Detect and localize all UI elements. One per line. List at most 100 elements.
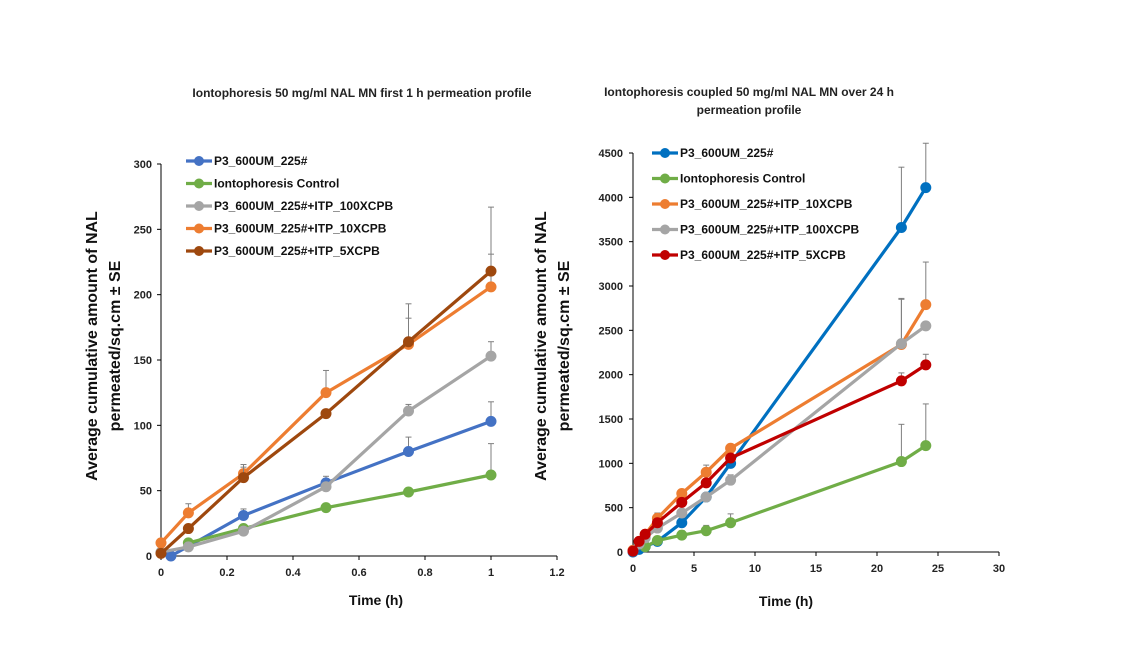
chart-title-line-2: permeation profile <box>697 103 802 117</box>
data-point <box>639 528 651 540</box>
legend-swatch-marker <box>660 250 670 260</box>
data-point <box>182 507 194 519</box>
y-tick-label: 250 <box>134 224 152 236</box>
legend-swatch-marker <box>194 223 204 234</box>
x-tick-label: 0 <box>158 567 164 579</box>
data-point <box>895 375 907 387</box>
legend-label: Iontophoresis Control <box>680 172 805 186</box>
data-point <box>485 281 497 293</box>
y-axis-label-line-1: Average cumulative amount of NAL <box>84 211 101 481</box>
y-tick-label: 200 <box>134 290 152 302</box>
y-tick-label: 2000 <box>599 370 623 382</box>
data-point <box>155 547 167 559</box>
data-point <box>920 299 932 311</box>
data-point <box>700 525 712 537</box>
legend: P3_600UM_225# Iontophoresis Control P3_600… <box>186 154 393 258</box>
data-point <box>320 387 332 399</box>
legend-swatch-marker <box>660 148 670 158</box>
legend-label: P3_600UM_225#+ITP_100XCPB <box>214 199 393 213</box>
data-point <box>182 523 194 535</box>
legend-label: P3_600UM_225#+ITP_5XCPB <box>680 248 846 262</box>
series <box>155 341 497 558</box>
data-point <box>725 474 737 486</box>
data-point <box>920 182 932 194</box>
y-tick-label: 4000 <box>599 192 623 204</box>
chart-right: Iontophoresis coupled 50 mg/ml NAL MN ov… <box>533 85 1005 609</box>
series <box>627 353 932 557</box>
y-tick-label: 0 <box>617 547 623 559</box>
x-tick-label: 1 <box>488 567 494 579</box>
series-line <box>159 269 493 555</box>
data-point <box>676 517 688 529</box>
series-line <box>159 285 493 545</box>
data-point <box>895 338 907 350</box>
x-tick-label: 1.2 <box>549 567 564 579</box>
x-tick-label: 25 <box>932 563 944 575</box>
data-point <box>651 534 663 546</box>
data-point <box>700 491 712 503</box>
data-point <box>485 469 497 481</box>
legend-label: P3_600UM_225#+ITP_10XCPB <box>214 222 387 236</box>
data-point <box>920 320 932 332</box>
y-tick-label: 150 <box>134 355 152 367</box>
data-point <box>676 507 688 519</box>
legend-swatch-marker <box>194 156 204 166</box>
axes: 0 0.2 0.4 0.6 0.8 1 1.2 0 50 100 150 200 250 300 <box>134 159 565 579</box>
y-tick-label: 3000 <box>599 281 623 293</box>
data-point <box>320 481 332 493</box>
y-tick-label: 1000 <box>599 458 623 470</box>
y-tick-label: 0 <box>146 551 152 563</box>
legend-swatch-marker <box>660 173 670 184</box>
y-tick-label: 500 <box>605 503 623 515</box>
y-tick-label: 100 <box>134 420 152 432</box>
x-tick-label: 15 <box>810 563 822 575</box>
data-point <box>725 442 737 454</box>
plot-area <box>155 206 497 562</box>
legend-swatch-marker <box>660 224 670 235</box>
data-point <box>700 466 712 478</box>
series <box>639 403 932 553</box>
data-point <box>725 452 737 464</box>
plot-area <box>627 142 932 558</box>
data-point <box>238 525 249 537</box>
x-tick-label: 5 <box>691 563 697 575</box>
x-axis-label: Time (h) <box>349 592 403 608</box>
data-point <box>403 336 414 348</box>
legend-label: P3_600UM_225#+ITP_100XCPB <box>680 223 859 237</box>
data-point <box>627 545 639 557</box>
series <box>627 298 932 557</box>
data-point <box>403 405 414 417</box>
data-point <box>238 472 249 484</box>
axes: 0 5 10 15 20 25 30 0 500 1000 1500 2000 2500 3000 3500… <box>599 148 1006 575</box>
x-tick-label: 0.8 <box>417 567 432 579</box>
data-point <box>485 350 497 362</box>
x-tick-label: 0.6 <box>351 567 366 579</box>
data-point <box>633 535 645 547</box>
legend-swatch-marker <box>194 201 204 211</box>
legend-swatch-marker <box>660 199 670 209</box>
data-point <box>320 502 332 514</box>
data-point <box>485 265 497 277</box>
x-tick-label: 10 <box>749 563 761 575</box>
y-tick-label: 3500 <box>599 237 623 249</box>
series <box>155 206 497 559</box>
data-point <box>725 517 737 529</box>
legend-label: P3_600UM_225# <box>214 154 308 168</box>
data-point <box>651 517 663 529</box>
data-point <box>895 456 907 468</box>
legend-swatch-marker <box>194 178 204 189</box>
y-tick-label: 4500 <box>599 148 623 160</box>
series <box>155 253 497 549</box>
chart-left: Iontophoresis 50 mg/ml NAL MN first 1 h … <box>84 86 565 608</box>
data-point <box>676 529 688 541</box>
x-tick-label: 0.2 <box>219 567 234 579</box>
x-tick-label: 30 <box>993 563 1005 575</box>
data-point <box>920 359 932 371</box>
y-tick-label: 2500 <box>599 325 623 337</box>
legend-label: P3_600UM_225#+ITP_5XCPB <box>214 244 380 258</box>
x-tick-label: 20 <box>871 563 883 575</box>
legend: P3_600UM_225# Iontophoresis Control P3_600… <box>652 146 859 262</box>
x-axis-label: Time (h) <box>759 593 813 609</box>
y-tick-label: 300 <box>134 159 152 171</box>
